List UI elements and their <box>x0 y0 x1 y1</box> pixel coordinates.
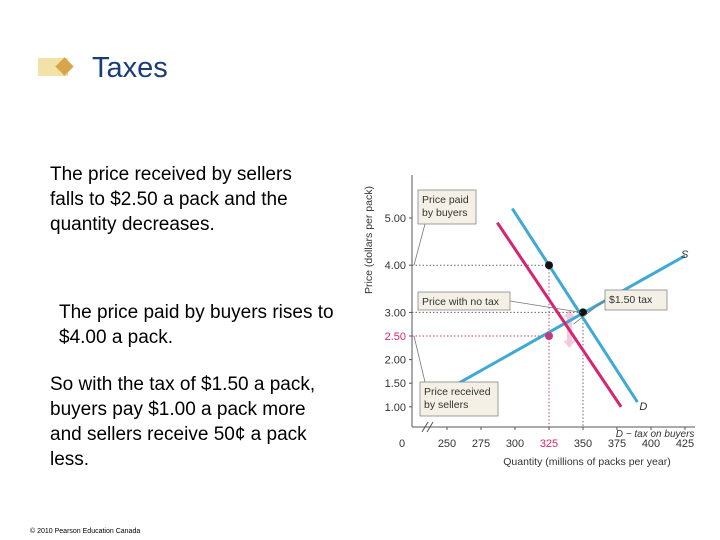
x-tick-label: 375 <box>608 438 626 450</box>
demand-curve-label: D <box>639 401 647 413</box>
annotation-leader <box>413 223 426 266</box>
demand-minus-tax-label: D − tax on buyers <box>616 429 695 440</box>
tax-incidence-chart: 1.00 1.50 2.00 2.50 3.00 4.00 5.00 0 250 275 300 32… <box>363 175 695 468</box>
x-tick-label: 275 <box>472 438 490 450</box>
x-tick-label: 350 <box>574 438 592 450</box>
annotation-box <box>417 291 511 311</box>
y-axis-label: Price (dollars per pack) <box>363 186 375 294</box>
x-axis-label: Quantity (millions of packs per year) <box>503 456 670 468</box>
annotation-text: Price paid <box>422 194 469 206</box>
y-tick-label: 3.00 <box>385 307 406 319</box>
axis-break-mark <box>421 421 429 433</box>
annotation-box <box>419 381 499 417</box>
tax-arrow-head <box>563 340 576 348</box>
demand-curve <box>511 207 639 403</box>
annotation-leader <box>509 300 582 313</box>
annotation-text: $1.50 tax <box>609 294 653 306</box>
copyright-notice: © 2010 Pearson Education Canada <box>30 528 141 535</box>
annotation-text: Price with no tax <box>422 296 500 308</box>
equilibrium-point <box>545 332 553 340</box>
demand-minus-tax-curve <box>496 221 623 408</box>
paragraph-buyers-price: The price paid by buyers rises to $4.00 … <box>59 302 334 348</box>
annotation-text: by sellers <box>424 399 468 411</box>
x-tick-label: 0 <box>399 438 405 450</box>
y-tick-label: 1.50 <box>385 378 406 390</box>
supply-curve <box>432 254 686 399</box>
annotation-box <box>417 189 477 225</box>
y-tick-label: 4.00 <box>385 260 406 272</box>
slide-title: Taxes <box>92 52 168 84</box>
y-tick-label: 2.00 <box>385 355 406 367</box>
x-tick-label: 300 <box>506 438 524 450</box>
x-tick-label: 425 <box>676 438 694 450</box>
paragraph-sellers-price: The price received by sellers falls to $… <box>50 164 292 235</box>
y-tick-label: 5.00 <box>385 213 406 225</box>
supply-curve-label: S <box>681 249 689 261</box>
title-decoration <box>38 55 78 79</box>
annotation-box <box>604 289 668 311</box>
x-tick-label: 400 <box>642 438 660 450</box>
x-tick-label: 325 <box>540 438 558 450</box>
annotation-text: by buyers <box>422 207 468 219</box>
annotation-text: Price received <box>424 386 491 398</box>
annotation-leader <box>573 299 606 325</box>
tax-arrow-head <box>563 310 576 318</box>
y-tick-label: 2.50 <box>385 331 406 343</box>
equilibrium-point <box>579 308 587 317</box>
axis-break-mark <box>426 421 434 433</box>
paragraph-tax-summary: So with the tax of $1.50 a pack, buyers … <box>50 374 316 470</box>
y-tick-label: 1.00 <box>385 402 406 414</box>
annotation-leader <box>413 335 426 383</box>
x-tick-label: 250 <box>438 438 456 450</box>
equilibrium-point <box>545 261 553 270</box>
